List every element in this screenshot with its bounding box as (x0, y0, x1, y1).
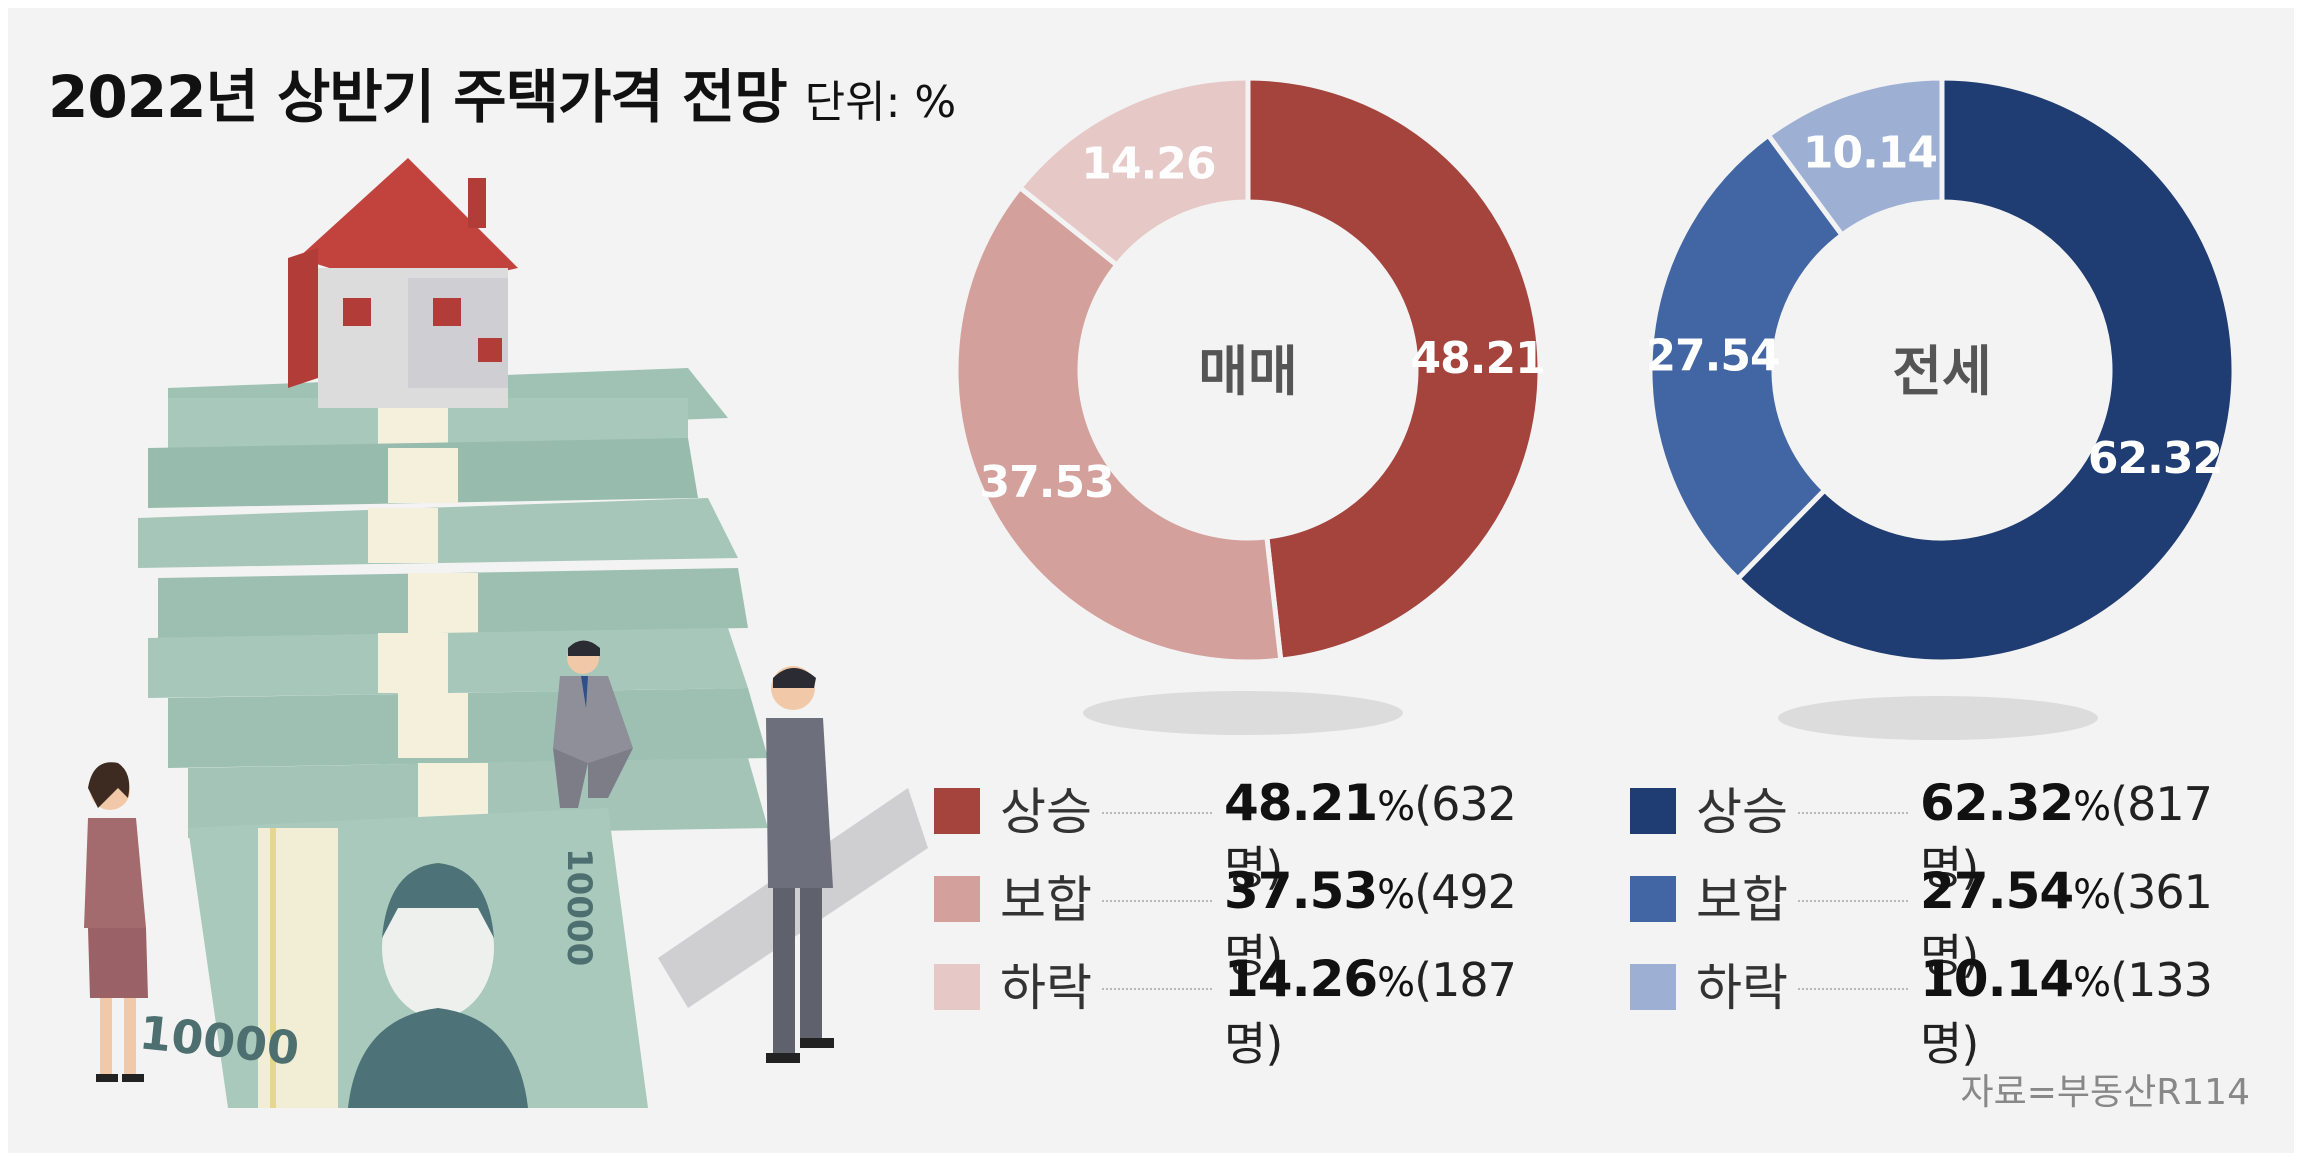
legend-percent-sign: % (2073, 872, 2111, 918)
legend-leader (1102, 812, 1212, 814)
page-title: 2022년 상반기 주택가격 전망 (48, 63, 788, 131)
donut-jeonse: 62.32 27.54 10.14 전세 (1645, 75, 2237, 665)
legend-label: 상승 (1696, 783, 1788, 841)
donut-slice-fall (1764, 75, 1945, 239)
chart-shadow-maemae (1083, 691, 1403, 735)
legend-swatch (1630, 876, 1676, 922)
donut-maemae: 48.21 37.53 14.26 매매 (953, 75, 1546, 665)
legend-value-block: 37.53%(492명) (1224, 862, 1574, 986)
legend-swatch (1630, 964, 1676, 1010)
donut-value-label-rise: 62.32 (2088, 433, 2222, 484)
legend-row-rise: 상승 48.21%(632명) (934, 770, 1574, 895)
donut-slice-rise (1245, 75, 1543, 663)
legend-count: (133명) (1920, 953, 2213, 1071)
legend-value-block: 62.32%(817명) (1920, 774, 2270, 898)
legend-value: 27.54 (1920, 862, 2074, 920)
title-block: 2022년 상반기 주택가격 전망 단위: % (48, 50, 956, 134)
unit-label: 단위: % (804, 77, 957, 128)
legend-row-flat: 보합 37.53%(492명) (934, 858, 1574, 983)
donut-slice-fall (1016, 75, 1251, 269)
legend-count: (632명) (1224, 777, 1517, 895)
legend-value-block: 27.54%(361명) (1920, 862, 2270, 986)
legend-row-fall: 하락 14.26%(187명) (934, 946, 1574, 1071)
legend-value: 37.53 (1224, 862, 1378, 920)
legend-value: 62.32 (1920, 774, 2074, 832)
legend-value: 48.21 (1224, 774, 1378, 832)
legend-count: (492명) (1224, 865, 1517, 983)
legend-percent-sign: % (2073, 784, 2111, 830)
donut-value-label-fall: 14.26 (1081, 139, 1215, 190)
house-icon (288, 158, 518, 408)
legend-percent-sign: % (1377, 784, 1415, 830)
legend-leader (1798, 988, 1908, 990)
legend-count: (361명) (1920, 865, 2213, 983)
infographic-card: 2022년 상반기 주택가격 전망 단위: % (8, 8, 2294, 1153)
donut-slice-rise (1734, 75, 2237, 665)
legend-label: 하락 (1696, 959, 1788, 1017)
donut-value-label-fall: 10.14 (1803, 128, 1937, 179)
legend-leader (1102, 900, 1212, 902)
banknote-text-right: 10000 (559, 848, 599, 966)
sitting-man-figure (553, 640, 633, 808)
legend-label: 보합 (1696, 871, 1788, 929)
chart-shadow-jeonse (1778, 696, 2098, 740)
legend-value-block: 14.26%(187명) (1224, 950, 1574, 1074)
legend-percent-sign: % (1377, 960, 1415, 1006)
legend-swatch (1630, 788, 1676, 834)
legend-percent-sign: % (1377, 872, 1415, 918)
legend-swatch (934, 964, 980, 1010)
legend-label: 하락 (1000, 959, 1092, 1017)
legend-leader (1798, 812, 1908, 814)
legend-label: 상승 (1000, 783, 1092, 841)
donut-center-label: 전세 (1892, 340, 1991, 403)
legend-count: (187명) (1224, 953, 1517, 1071)
legend-value-block: 48.21%(632명) (1224, 774, 1574, 898)
legend-row-rise: 상승 62.32%(817명) (1630, 770, 2270, 895)
donut-value-label-flat: 37.53 (980, 457, 1114, 508)
legend-leader (1798, 900, 1908, 902)
legend-swatch (934, 876, 980, 922)
legend-percent-sign: % (2073, 960, 2111, 1006)
standing-woman-figure (84, 762, 148, 1082)
legend-value: 14.26 (1224, 950, 1378, 1008)
standing-man-figure (766, 666, 834, 1063)
legend-value-block: 10.14%(133명) (1920, 950, 2270, 1074)
legend-row-fall: 하락 10.14%(133명) (1630, 946, 2270, 1071)
money-house-illustration: 10000 10000 (84, 158, 928, 1108)
donut-slice-flat (1647, 131, 1846, 583)
donut-slice-flat (953, 184, 1284, 665)
donut-value-label-flat: 27.54 (1645, 330, 1779, 381)
source-note: 자료=부동산R114 (1960, 1072, 2251, 1113)
legend-row-flat: 보합 27.54%(361명) (1630, 858, 2270, 983)
donut-center-label: 매매 (1198, 340, 1297, 403)
legend-label: 보합 (1000, 871, 1092, 929)
legend-swatch (934, 788, 980, 834)
legend-value: 10.14 (1920, 950, 2074, 1008)
legend-count: (817명) (1920, 777, 2213, 895)
donut-charts: 48.21 37.53 14.26 매매 62.32 27.54 10.14 전세 (953, 75, 2237, 740)
legend-leader (1102, 988, 1212, 990)
donut-value-label-rise: 48.21 (1411, 333, 1545, 384)
